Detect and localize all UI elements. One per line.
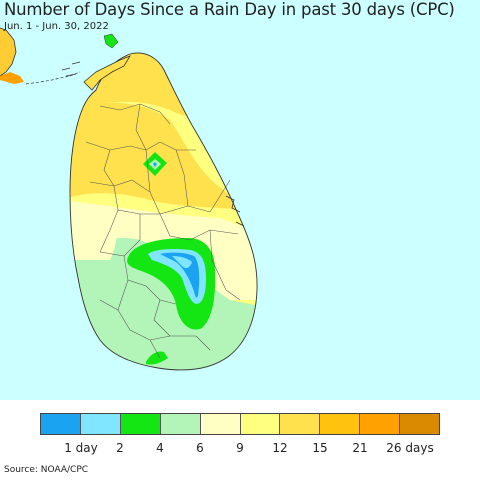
legend-swatch [320,414,361,434]
rainfall-zones [70,52,258,371]
legend-swatch [240,414,281,434]
shoal-islets [25,71,81,85]
source-credit: Source: NOAA/CPC [4,465,89,475]
north-east-green-spot [103,33,119,49]
northern-islets [61,61,81,77]
east-lagoons [225,195,245,227]
legend-swatch [400,414,440,434]
legend-label: 9 [236,441,244,455]
legend-label: 6 [196,441,204,455]
legend-swatch [280,414,321,434]
map-title: Number of Days Since a Rain Day in past … [4,0,455,19]
legend-label: 1 day [64,441,98,455]
legend-swatch [120,414,161,434]
legend-swatch [80,414,121,434]
legend-label: 21 [352,441,368,455]
legend-swatch [200,414,241,434]
sri-lanka-map [0,27,258,371]
district-boundaries [85,103,241,359]
india-mainland-outline [0,27,17,77]
legend-label: 12 [272,441,288,455]
legend-label: 2 [116,441,124,455]
map-area [0,0,480,400]
legend-color-bar [40,413,440,435]
legend-swatch [360,414,401,434]
legend-swatch [41,414,81,434]
legend-label: 4 [156,441,164,455]
legend-labels: 1 day 2 4 6 9 12 15 21 26 days [0,441,480,457]
legend-label: 15 [312,441,328,455]
map-subtitle: Jun. 1 - Jun. 30, 2022 [4,21,109,32]
legend-swatch [160,414,201,434]
highland-inner-cyan [172,256,192,269]
south-green-patch [146,351,168,365]
island-coastline [69,52,258,371]
coastal-strip [0,72,24,84]
legend-label: 26 days [386,441,434,455]
north-blue-dot [153,162,157,167]
jaffna-peninsula [83,55,131,91]
